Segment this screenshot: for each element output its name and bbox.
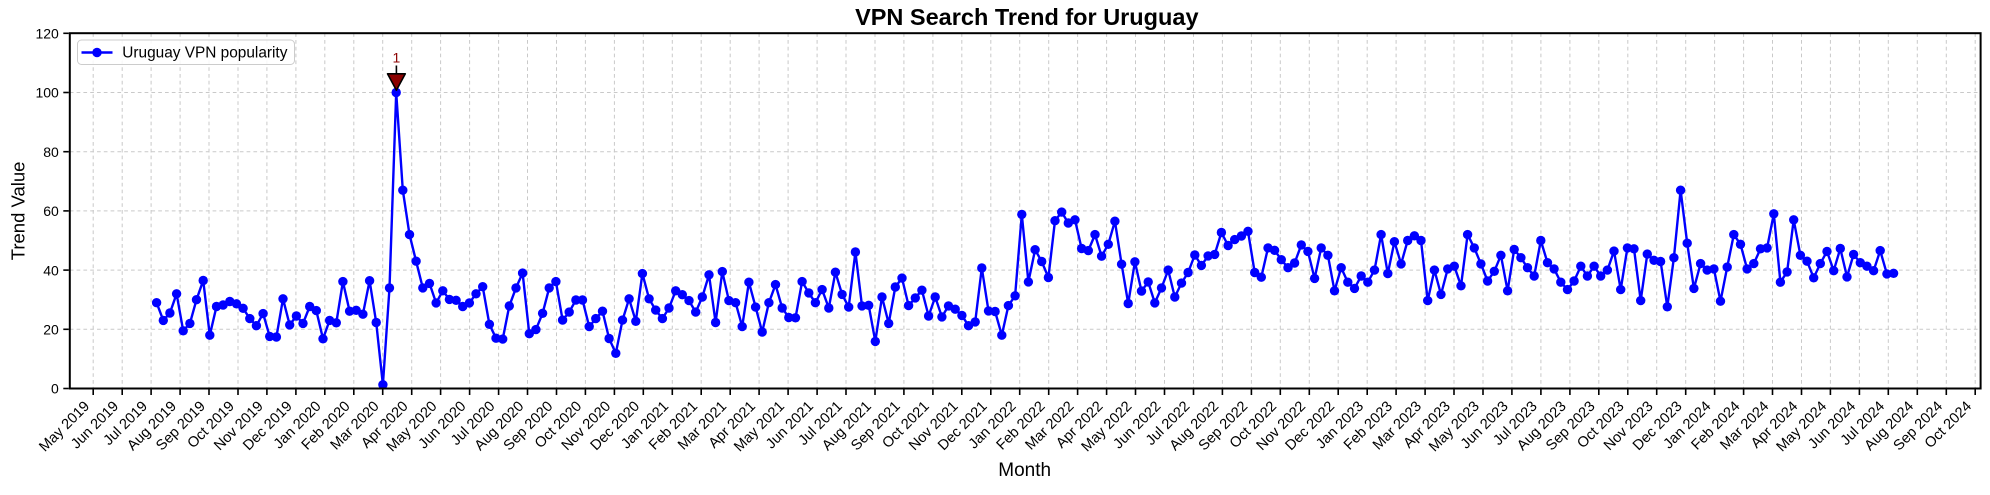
svg-text:Month: Month (998, 460, 1051, 481)
svg-text:40: 40 (43, 262, 59, 278)
svg-text:Trend Value: Trend Value (8, 162, 29, 261)
svg-text:60: 60 (43, 203, 59, 219)
svg-text:100: 100 (35, 85, 59, 101)
svg-text:Uruguay VPN popularity: Uruguay VPN popularity (122, 45, 287, 62)
svg-text:80: 80 (43, 144, 59, 160)
svg-text:20: 20 (43, 322, 59, 338)
svg-text:VPN Search Trend for Uruguay: VPN Search Trend for Uruguay (855, 4, 1198, 30)
svg-text:120: 120 (35, 26, 59, 42)
svg-text:0: 0 (51, 381, 59, 397)
svg-text:1: 1 (393, 50, 401, 66)
